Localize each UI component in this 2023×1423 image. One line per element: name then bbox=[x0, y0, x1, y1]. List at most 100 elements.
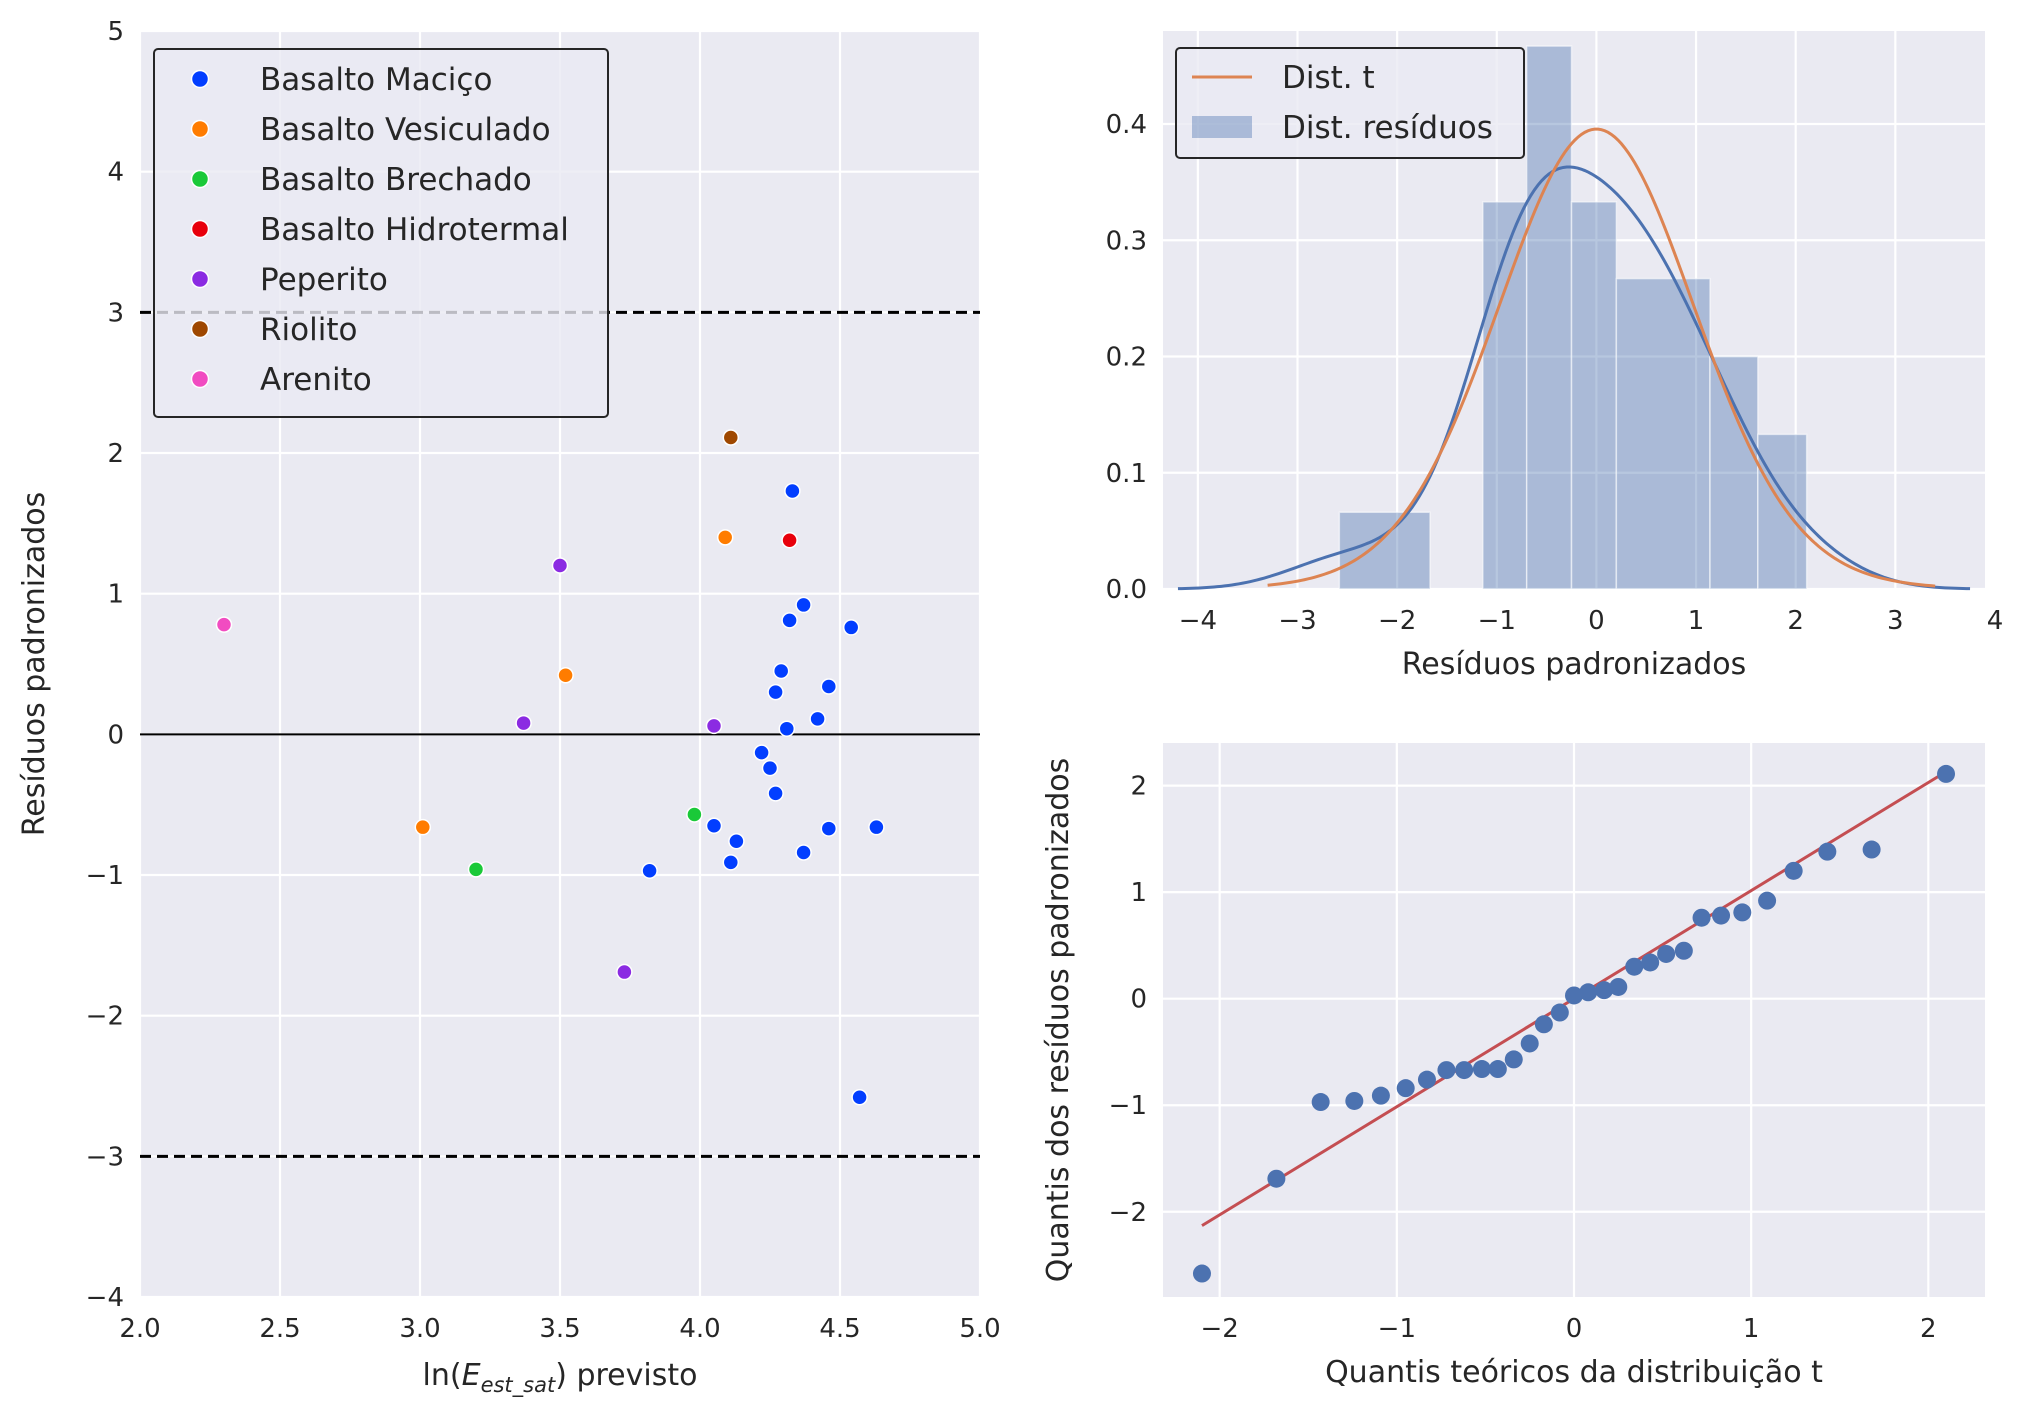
data-point bbox=[767, 785, 784, 802]
x-tick-label: 2 bbox=[1787, 606, 1804, 636]
y-tick-label: 5 bbox=[107, 17, 124, 47]
qq-plot: −2 −1 0 1 2 −2 −1 0 1 2 Quantis teóricos da dist… bbox=[1041, 743, 1985, 1390]
data-point bbox=[1609, 977, 1628, 996]
data-point bbox=[1311, 1093, 1330, 1112]
data-point bbox=[1733, 903, 1752, 922]
y-axis-label: Resíduos padronizados bbox=[17, 492, 52, 837]
data-point bbox=[781, 531, 798, 549]
x-tick-label: −2 bbox=[1201, 1314, 1239, 1344]
x-tick-label: 1 bbox=[1688, 606, 1705, 636]
legend-label: Dist. resíduos bbox=[1282, 110, 1493, 146]
data-point bbox=[1674, 941, 1693, 960]
data-point bbox=[1520, 1034, 1539, 1053]
data-point bbox=[778, 720, 796, 737]
data-point bbox=[1396, 1079, 1415, 1098]
legend-frame bbox=[1175, 47, 1525, 159]
data-point bbox=[1641, 953, 1660, 972]
y-tick-label: 0.0 bbox=[1106, 575, 1147, 605]
y-tick-label: −4 bbox=[86, 1283, 124, 1313]
y-tick-label: 3 bbox=[107, 298, 124, 328]
legend-marker bbox=[190, 169, 210, 189]
y-tick-label: −1 bbox=[1109, 1091, 1147, 1121]
data-point bbox=[1565, 986, 1583, 1005]
x-tick-label: −1 bbox=[1378, 1314, 1416, 1344]
histogram-bar bbox=[1338, 511, 1431, 590]
data-point bbox=[784, 482, 801, 500]
data-point bbox=[781, 612, 798, 629]
legend-marker bbox=[190, 269, 210, 289]
data-point bbox=[761, 759, 779, 777]
histogram-bar bbox=[1482, 201, 1528, 590]
x-tick-label: 4.5 bbox=[819, 1314, 860, 1344]
legend-marker bbox=[190, 369, 210, 389]
legend-label: Dist. t bbox=[1282, 60, 1375, 96]
x-tick-label: 1 bbox=[1743, 1314, 1760, 1344]
x-axis-label-suffix: ) previsto bbox=[555, 1358, 697, 1393]
data-point bbox=[557, 667, 574, 684]
residuals-vs-predicted-plot: 2.0 2.5 3.0 3.5 4.0 4.5 5.0 −4 −3 −2 −1 0 1 2 3 4 5 ln(… bbox=[17, 17, 1001, 1398]
x-axis-label: ln(Eest_sat) previsto bbox=[423, 1358, 698, 1398]
data-point bbox=[1534, 1015, 1553, 1034]
histogram-bar bbox=[1709, 355, 1759, 590]
y-tick-labels: −4 −3 −2 −1 0 1 2 3 4 5 bbox=[86, 17, 124, 1313]
x-tick-label: −1 bbox=[1478, 606, 1516, 636]
y-tick-label: −2 bbox=[1109, 1198, 1147, 1228]
grid bbox=[1163, 743, 1985, 1297]
legend: Dist. t Dist. resíduos bbox=[1175, 47, 1525, 159]
data-point bbox=[851, 1089, 868, 1106]
data-point bbox=[467, 861, 485, 878]
x-axis-label-prefix: ln( bbox=[423, 1358, 462, 1393]
x-tick-label: 3.0 bbox=[399, 1314, 440, 1344]
data-point bbox=[551, 557, 569, 574]
x-axis-label-subscript: est_sat bbox=[481, 1373, 556, 1398]
y-tick-label: 0.3 bbox=[1106, 226, 1147, 256]
data-point bbox=[1862, 840, 1881, 859]
y-tick-label: −2 bbox=[86, 1002, 124, 1032]
y-tick-label: 0.4 bbox=[1106, 110, 1147, 140]
data-point bbox=[728, 832, 745, 850]
legend-marker bbox=[190, 119, 210, 139]
x-tick-label: −4 bbox=[1179, 606, 1217, 636]
data-point bbox=[1371, 1086, 1390, 1105]
data-point bbox=[1712, 906, 1731, 925]
data-point bbox=[1657, 944, 1676, 963]
data-point bbox=[1818, 842, 1837, 861]
legend-label: Riolito bbox=[260, 312, 357, 348]
data-points bbox=[1192, 764, 1956, 1283]
y-tick-labels: 0.0 0.1 0.2 0.3 0.4 bbox=[1106, 110, 1147, 605]
y-tick-label: −3 bbox=[86, 1142, 124, 1172]
y-tick-label: 0.1 bbox=[1106, 459, 1147, 489]
x-axis-label: Quantis teóricos da distribuição t bbox=[1325, 1355, 1823, 1390]
data-point bbox=[1625, 957, 1644, 976]
data-point bbox=[641, 862, 658, 880]
kde-curve bbox=[1177, 165, 1971, 591]
legend-marker bbox=[190, 319, 210, 339]
data-point bbox=[1692, 908, 1711, 927]
y-tick-label: 4 bbox=[107, 158, 124, 188]
x-tick-label: 2.0 bbox=[119, 1314, 160, 1344]
t-distribution-curve bbox=[1267, 127, 1936, 588]
x-tick-label: 5.0 bbox=[959, 1314, 1000, 1344]
data-point bbox=[716, 529, 734, 546]
data-point bbox=[1784, 861, 1803, 880]
data-point bbox=[1550, 1003, 1569, 1022]
data-point bbox=[842, 619, 860, 636]
x-axis-label: Resíduos padronizados bbox=[1402, 647, 1747, 682]
data-point bbox=[767, 683, 784, 701]
y-tick-label: 0 bbox=[107, 720, 124, 750]
x-tick-label: 4.0 bbox=[679, 1314, 720, 1344]
data-point bbox=[616, 963, 633, 981]
y-tick-label: −1 bbox=[86, 861, 124, 891]
x-tick-label: −2 bbox=[1378, 606, 1416, 636]
data-point bbox=[705, 817, 723, 835]
x-tick-labels: 2.0 2.5 3.0 3.5 4.0 4.5 5.0 bbox=[119, 1314, 1000, 1344]
data-point bbox=[515, 714, 532, 732]
x-axis-label-variable: E bbox=[462, 1358, 481, 1393]
legend-label: Peperito bbox=[260, 262, 388, 298]
data-point bbox=[215, 616, 233, 633]
data-point bbox=[820, 820, 838, 837]
legend-marker bbox=[1192, 116, 1252, 138]
legend: Basalto Maciço Basalto Vesiculado Basalto … bbox=[153, 48, 609, 418]
histogram-bars bbox=[1338, 45, 1808, 590]
